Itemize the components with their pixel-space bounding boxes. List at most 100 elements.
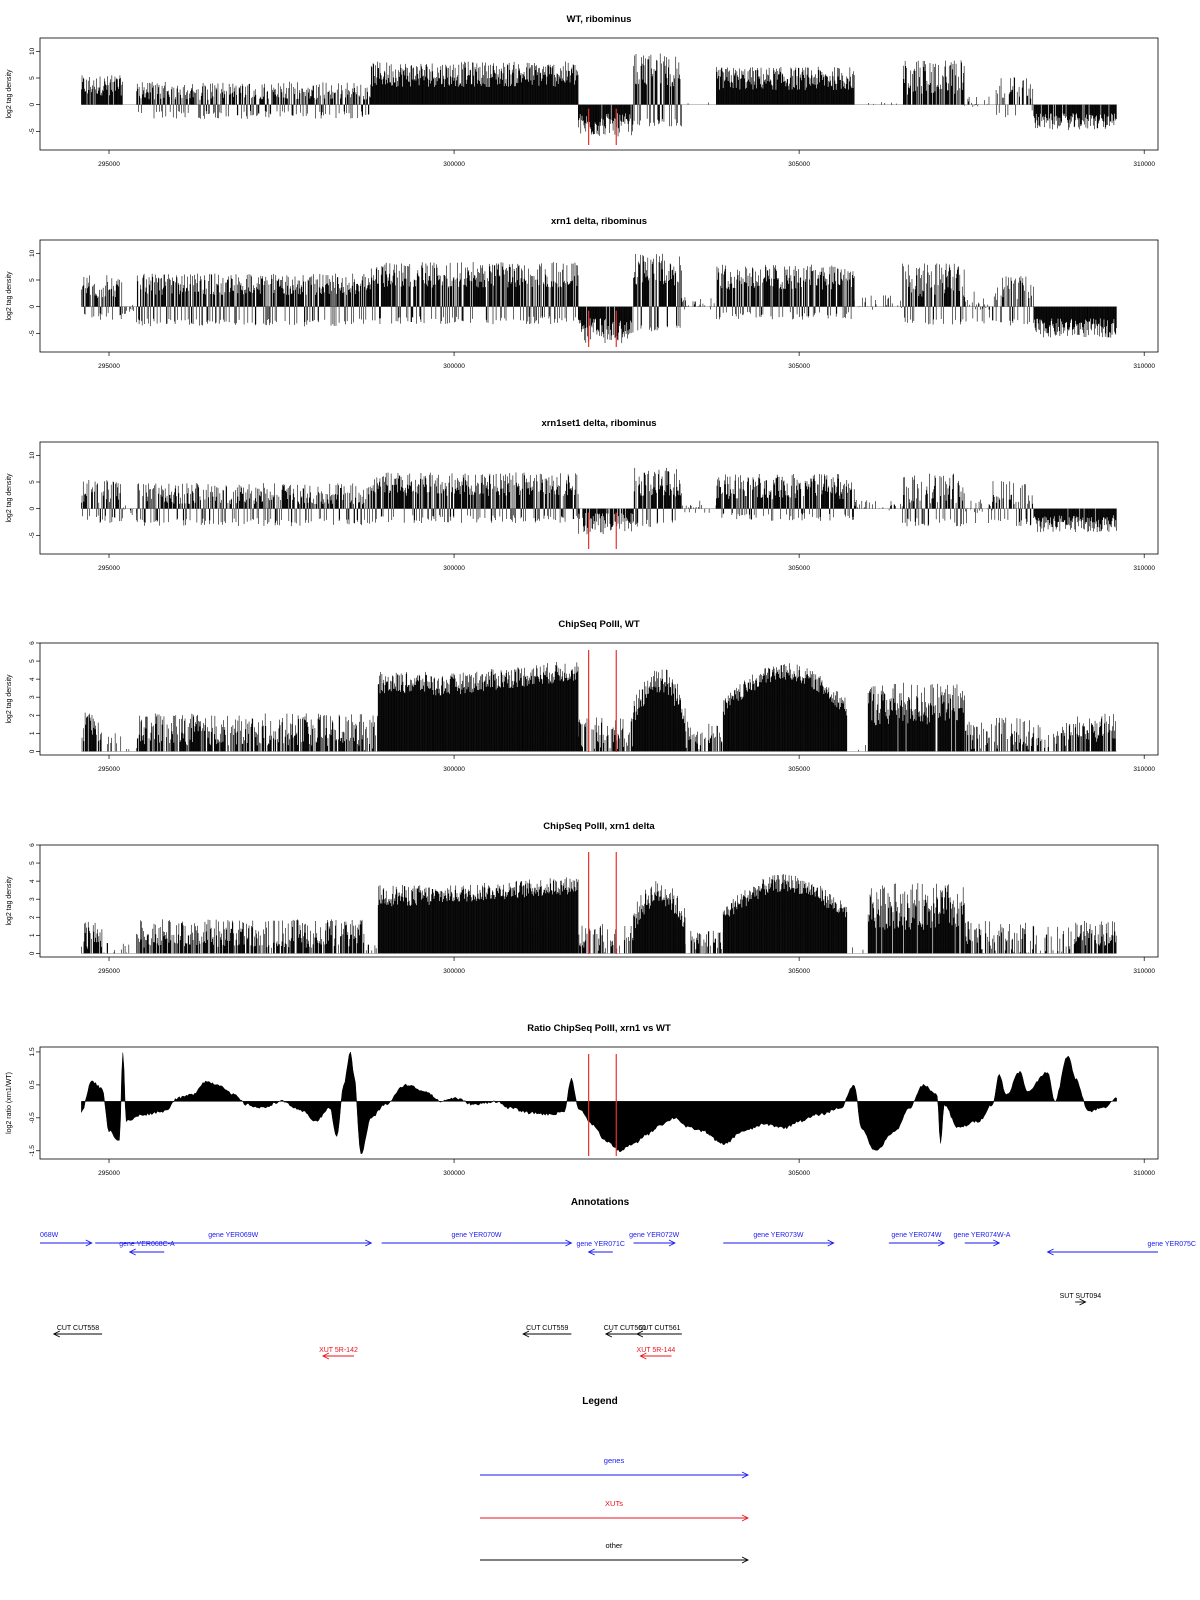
arrow-head xyxy=(993,1239,1001,1247)
plot-frame xyxy=(39,441,1159,555)
y-tick-label: 1 xyxy=(29,933,36,937)
annotations-track: 068W gene YER068C-A gene YER069W gene YER07… xyxy=(40,1232,1196,1360)
panel-title: xrn1 delta, ribominus xyxy=(551,216,647,227)
y-axis-label: log2 tag density xyxy=(6,69,13,119)
gene-label: gene YER070W xyxy=(451,1232,501,1239)
gene-annotation: gene YER074W xyxy=(888,1232,946,1247)
panel-title: ChipSeq PolII, xrn1 delta xyxy=(543,821,655,832)
y-tick-label: 0 xyxy=(29,951,36,955)
arrow-head xyxy=(1046,1248,1054,1256)
arrow-head xyxy=(741,1471,750,1479)
gene-annotation: gene YER068C-A xyxy=(119,1241,175,1256)
other-annotation: CUT CUT558 xyxy=(52,1325,103,1338)
arrow-head xyxy=(604,1330,613,1338)
arrow-head xyxy=(128,1248,136,1256)
xut-label: XUT 5R-144 xyxy=(637,1347,676,1354)
legend-title: Legend xyxy=(582,1396,618,1407)
arrow-head xyxy=(827,1239,835,1247)
y-tick-label: 0 xyxy=(29,506,36,510)
legend: genes XUTs other xyxy=(480,1456,750,1564)
x-tick-label: 310000 xyxy=(1133,363,1155,370)
xut-label: XUT 5R-142 xyxy=(319,1347,358,1354)
gene-annotation: gene YER073W xyxy=(723,1232,835,1247)
gene-annotation: gene YER075C xyxy=(1046,1241,1196,1256)
gene-annotation: 068W xyxy=(40,1232,93,1247)
y-tick-label: 1 xyxy=(29,731,36,735)
panel-title: ChipSeq PolII, WT xyxy=(558,619,639,630)
arrow-head xyxy=(565,1239,573,1247)
x-tick-label: 295000 xyxy=(98,565,120,572)
legend-entry: XUTs xyxy=(480,1499,750,1522)
arrow-head xyxy=(522,1330,530,1338)
y-tick-label: -0.5 xyxy=(29,1112,36,1124)
y-tick-label: 10 xyxy=(29,249,36,257)
panel-title: WT, ribominus xyxy=(567,14,632,25)
y-tick-label: 2 xyxy=(29,915,36,919)
x-tick-label: 305000 xyxy=(788,363,810,370)
y-tick-label: 5 xyxy=(29,76,36,80)
panel-4: ChipSeq PolII, WT log2 tag density 0 1 2 3 4 5 6… xyxy=(6,619,1159,773)
y-tick-label: 5 xyxy=(29,480,36,484)
panel-3: xrn1set1 delta, ribominus log2 tag densit… xyxy=(6,418,1159,572)
x-tick-label: 295000 xyxy=(98,1170,120,1177)
other-label: CUT CUT560 xyxy=(604,1325,646,1332)
x-tick-label: 305000 xyxy=(788,1170,810,1177)
arrow-head xyxy=(639,1352,647,1360)
other-annotation: SUT SUT094 xyxy=(1060,1293,1102,1306)
gene-label: gene YER075C xyxy=(1147,1241,1196,1248)
y-tick-label: 0.5 xyxy=(29,1080,36,1089)
legend-label: other xyxy=(605,1541,623,1550)
y-tick-label: 10 xyxy=(29,47,36,55)
gene-label: gene YER069W xyxy=(208,1232,258,1239)
y-tick-label: 3 xyxy=(29,695,36,699)
y-tick-label: 0 xyxy=(29,102,36,106)
gene-annotation: gene YER074W-A xyxy=(954,1232,1011,1247)
x-tick-label: 300000 xyxy=(443,766,465,773)
tag-density-bars xyxy=(81,467,1117,535)
y-tick-label: 6 xyxy=(29,641,36,645)
gene-annotation: gene YER072W xyxy=(629,1232,680,1247)
tag-density-bars xyxy=(81,253,1117,344)
legend-entry: other xyxy=(480,1541,750,1564)
x-tick-label: 305000 xyxy=(788,968,810,975)
other-annotation: CUT CUT561 xyxy=(635,1325,682,1338)
gene-label: gene YER071C xyxy=(576,1241,625,1248)
y-tick-label: 0 xyxy=(29,749,36,753)
x-tick-label: 305000 xyxy=(788,766,810,773)
x-tick-label: 310000 xyxy=(1133,968,1155,975)
x-tick-label: 310000 xyxy=(1133,766,1155,773)
xut-annotation: XUT 5R-142 xyxy=(319,1347,358,1360)
tag-density-bars xyxy=(81,874,1117,954)
arrow-head xyxy=(365,1239,373,1247)
x-tick-label: 300000 xyxy=(443,161,465,168)
y-tick-label: -5 xyxy=(29,330,36,336)
legend-label: genes xyxy=(604,1456,625,1465)
arrow-head xyxy=(635,1330,644,1338)
y-tick-label: 4 xyxy=(29,879,36,883)
other-label: SUT SUT094 xyxy=(1060,1293,1102,1300)
y-axis-label: log2 tag density xyxy=(6,271,13,321)
plot-frame xyxy=(39,642,1159,756)
tag-density-bars xyxy=(81,53,1117,137)
x-tick-label: 295000 xyxy=(98,968,120,975)
other-label: CUT CUT561 xyxy=(638,1325,680,1332)
panel-title: xrn1set1 delta, ribominus xyxy=(541,418,656,429)
y-tick-label: 5 xyxy=(29,278,36,282)
plot-frame xyxy=(39,37,1159,151)
x-tick-label: 300000 xyxy=(443,363,465,370)
y-axis-label: log2 tag density xyxy=(6,876,13,926)
plot-frame xyxy=(39,239,1159,353)
data-series xyxy=(81,467,1117,549)
y-tick-label: -1.5 xyxy=(29,1145,36,1157)
gene-label: gene YER074W-A xyxy=(954,1232,1011,1239)
x-tick-label: 305000 xyxy=(788,565,810,572)
gene-label: gene YER072W xyxy=(629,1232,679,1239)
gene-label: 068W xyxy=(40,1232,59,1239)
panel-6: Ratio ChipSeq PolII, xrn1 vs WT log2 rati… xyxy=(6,1023,1159,1177)
x-tick-label: 295000 xyxy=(98,363,120,370)
arrow-head xyxy=(741,1556,750,1564)
y-tick-label: 1.5 xyxy=(29,1047,36,1056)
